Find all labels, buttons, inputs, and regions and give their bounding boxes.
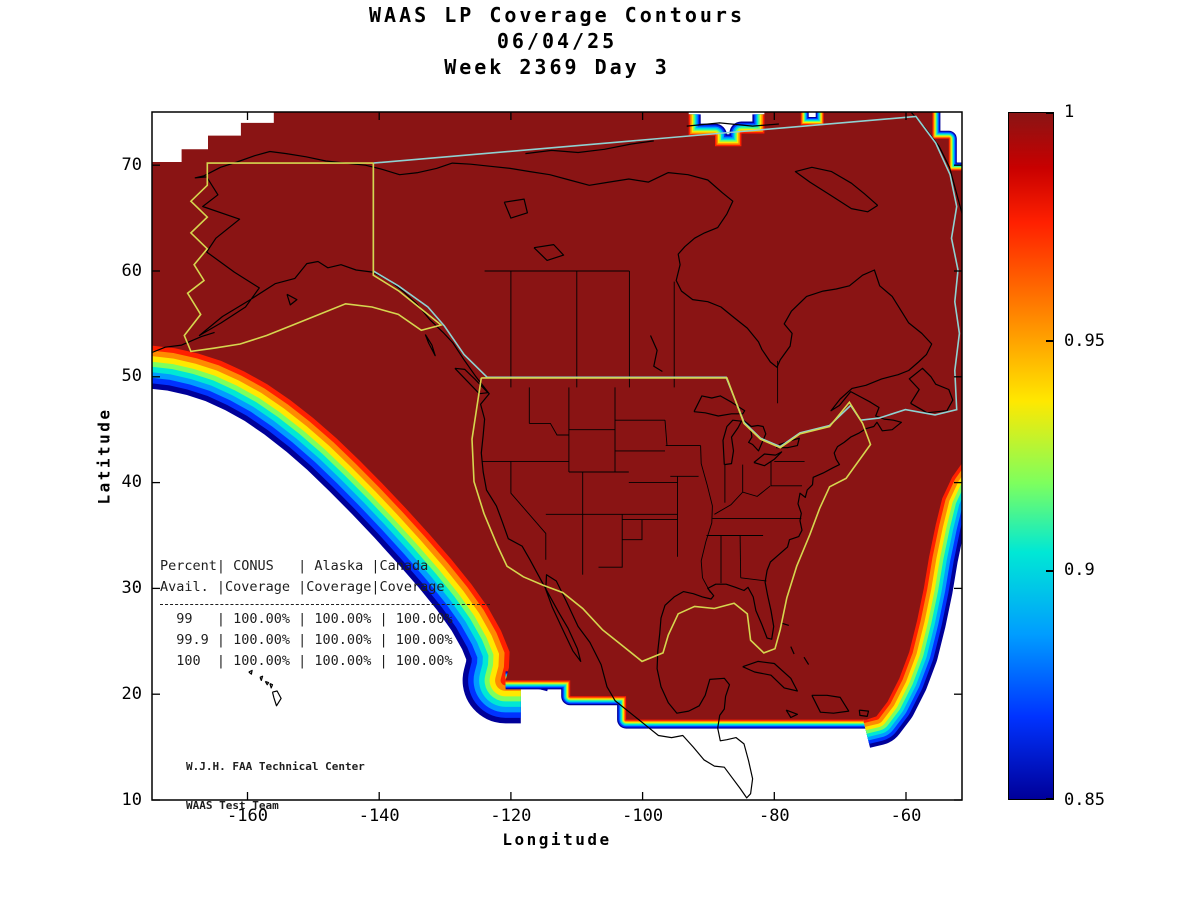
coastline [722,419,742,466]
coverage-table-row: 100 | 100.00% | 100.00% | 100.00% [160,653,453,669]
x-tick-label: -140 [358,806,400,826]
coverage-region [152,112,962,720]
y-tick-label: 10 [121,789,142,810]
coastline [753,451,783,467]
credit-text: W.J.H. FAA Technical Center WAAS Test Te… [186,734,365,838]
state-border [510,461,547,560]
x-tick-label: -120 [490,806,532,826]
colorbar-tick-label: 0.85 [1064,789,1105,810]
y-tick-label: 40 [121,472,142,493]
coastline [742,419,767,452]
coastline [269,683,274,689]
coverage-table-row: 99.9 | 100.00% | 100.00% | 100.00% [160,632,453,648]
coastline [686,122,779,127]
state-border [714,485,771,515]
coastline [742,660,798,692]
coastline [803,656,810,665]
coastline [908,367,954,414]
figure-title-line1: WAAS LP Coverage Contours [368,3,746,27]
y-tick-label: 20 [121,683,142,704]
coverage-table-header-line: Avail. |Coverage |Coverage|Coverage [160,579,445,595]
coastline [271,690,282,707]
coastline [152,331,215,354]
x-axis-label: Longitude [502,830,612,849]
colorbar-tick-mark [1046,112,1053,114]
conus-region-outline [471,377,872,663]
state-border [529,422,569,436]
coverage-table-row: 99 | 100.00% | 100.00% | 100.00% [160,611,453,627]
state-border [664,420,668,446]
coastline [194,150,933,799]
colorbar-tick-mark [1046,798,1053,800]
y-tick-label: 60 [121,260,142,281]
coverage-table-header-line: Percent| CONUS | Alaska |Canada [160,558,429,574]
colorbar-tick-mark [1046,569,1053,572]
coastline [424,334,436,357]
colorbar-tick-label: 0.95 [1064,330,1105,351]
coastline [790,646,795,655]
state-border [598,514,623,568]
coastline [858,709,870,717]
y-tick-label: 50 [121,366,142,387]
colorbar-tick-mark [1046,340,1053,343]
coastline [775,437,800,449]
x-tick-label: -160 [227,806,268,826]
coastline [811,694,850,714]
coastline [782,622,789,626]
credit-line2: WAAS Test Team [186,799,279,812]
colorbar-tick-label: 0.9 [1064,560,1095,581]
state-border [739,535,742,578]
x-tick-label: -80 [758,806,790,826]
y-tick-label: 30 [121,577,142,598]
x-tick-label: -100 [622,806,664,826]
coastline [286,293,298,306]
coastline [248,669,253,675]
plot-border [151,111,963,801]
coastline [525,140,654,155]
map-layers [152,112,962,799]
figure-title-line2: 06/04/25 [496,29,618,53]
colorbar [1008,112,1054,800]
coastline [785,709,798,719]
coastline [649,335,663,373]
x-tick-label: -60 [890,806,922,826]
coastline [259,675,264,681]
alaska-region-outline [183,162,443,353]
coastline [693,395,746,417]
coastline [454,367,489,395]
figure-title-line3: Week 2369 Day 3 [444,55,670,79]
state-border [740,577,767,582]
coastline [794,166,879,213]
coverage-table: Percent| CONUS | Alaska |Canada Avail. |C… [160,556,490,672]
y-tick-label: 70 [121,154,142,175]
coastline [533,244,565,261]
credit-line1: W.J.H. FAA Technical Center [186,760,365,773]
coastline [503,198,528,219]
state-border [700,445,713,593]
coverage-table-divider [160,604,490,605]
coastline [264,680,270,686]
colorbar-tick-label: 1 [1064,101,1075,122]
state-border [622,519,643,541]
